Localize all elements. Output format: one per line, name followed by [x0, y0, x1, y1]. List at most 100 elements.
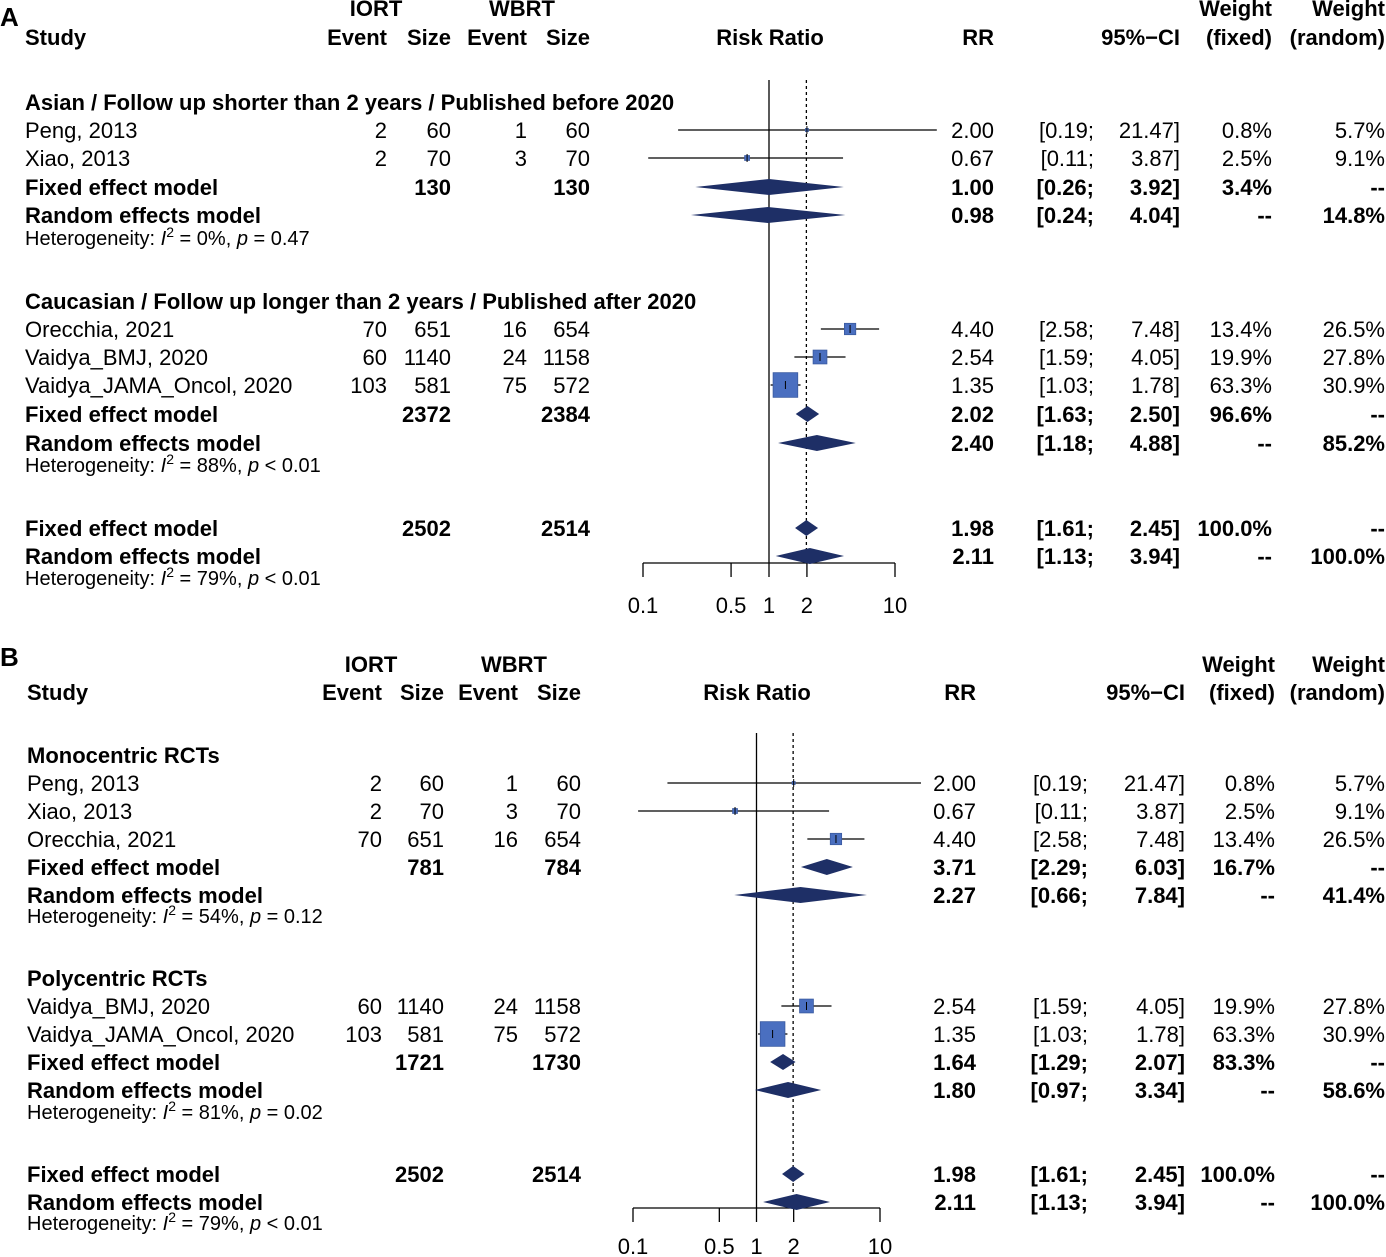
header-rr: RR [962, 25, 994, 50]
wbrt-size: 654 [544, 827, 581, 852]
header-weight-fixed-sub: (fixed) [1209, 680, 1275, 705]
header-risk-ratio: Risk Ratio [716, 25, 824, 50]
overall-random-effects-diamond [775, 548, 845, 564]
heterogeneity-sup: 2 [166, 224, 174, 240]
header-weight-random-sub: (random) [1290, 680, 1385, 705]
ci-upper: 4.04] [1130, 203, 1180, 228]
wbrt-size: 572 [544, 1022, 581, 1047]
rr-value: 2.54 [951, 345, 994, 370]
ci-lower: [1.59; [1039, 345, 1094, 370]
weight-fixed: 13.4% [1210, 317, 1272, 342]
wbrt-size: 60 [566, 118, 590, 143]
rr-value: 1.64 [933, 1050, 977, 1075]
ci-upper: 2.45] [1130, 516, 1180, 541]
subgroup-title: Caucasian / Follow up longer than 2 year… [25, 289, 696, 314]
heterogeneity-text: Heterogeneity: I2 = 79%, p < 0.01 [25, 564, 321, 590]
wbrt-events: 3 [515, 146, 527, 171]
fixed-effect-diamond [695, 179, 844, 195]
weight-random: -- [1370, 402, 1385, 427]
ci-upper: 7.84] [1135, 883, 1185, 908]
heterogeneity-value: = 79%, [176, 1213, 250, 1235]
ci-upper: 1.78] [1136, 1022, 1185, 1047]
subgroup-title: Monocentric RCTs [27, 743, 220, 768]
ci-upper: 3.94] [1130, 544, 1180, 569]
iort-size: 1140 [404, 345, 451, 370]
rr-value: 2.54 [933, 994, 976, 1019]
heterogeneity-pval: = 0.02 [261, 1102, 323, 1124]
rr-value: 1.98 [933, 1162, 976, 1187]
ci-upper: 2.45] [1135, 1162, 1185, 1187]
header-iort-size: Size [400, 680, 444, 705]
ci-lower: [0.11; [1035, 799, 1088, 824]
ci-lower: [0.66; [1031, 883, 1088, 908]
rr-value: 2.40 [951, 431, 994, 456]
ci-lower: [1.61; [1031, 1162, 1088, 1187]
heterogeneity-sup: 2 [168, 1098, 176, 1114]
weight-fixed: 100.0% [1200, 1162, 1275, 1187]
x-tick-label: 0.5 [716, 593, 747, 618]
heterogeneity-prefix: Heterogeneity: [25, 568, 161, 590]
subgroup-title: Asian / Follow up shorter than 2 years /… [25, 90, 674, 115]
overall-random-effects-label: Random effects model [27, 1190, 263, 1215]
weight-fixed: 2.5% [1222, 146, 1272, 171]
heterogeneity-prefix: Heterogeneity: [27, 906, 163, 928]
ci-upper: 4.05] [1131, 345, 1180, 370]
iort-size: 581 [414, 373, 451, 398]
rr-value: 2.00 [951, 118, 994, 143]
wbrt-size: 572 [553, 373, 590, 398]
ci-upper: 3.92] [1130, 175, 1180, 200]
fixed-effect-diamond [800, 859, 853, 875]
heterogeneity-i2: I [161, 455, 167, 477]
heterogeneity-p: p [247, 568, 259, 590]
rr-value: 1.98 [951, 516, 994, 541]
weight-random: 41.4% [1323, 883, 1385, 908]
heterogeneity-value: = 81%, [176, 1102, 250, 1124]
iort-size: 60 [427, 118, 451, 143]
study-name: Vaidya_JAMA_Oncol, 2020 [27, 1022, 294, 1047]
rr-value: 1.35 [933, 1022, 976, 1047]
weight-fixed: -- [1260, 1190, 1275, 1215]
header-iort: IORT [350, 0, 403, 21]
ci-lower: [1.03; [1033, 1022, 1088, 1047]
iort-events: 2 [370, 799, 382, 824]
rr-value: 4.40 [951, 317, 994, 342]
iort-total-size: 1721 [395, 1050, 444, 1075]
iort-events: 70 [363, 317, 387, 342]
iort-size: 60 [420, 771, 444, 796]
wbrt-size: 654 [553, 317, 590, 342]
ci-upper: 7.48] [1136, 827, 1185, 852]
overall-fixed-effect-label: Fixed effect model [27, 1162, 220, 1187]
iort-events: 2 [375, 118, 387, 143]
weight-fixed: 19.9% [1213, 994, 1275, 1019]
header-wbrt-event: Event [467, 25, 528, 50]
ci-upper: 4.05] [1136, 994, 1185, 1019]
ci-upper: 3.87] [1136, 799, 1185, 824]
weight-fixed: -- [1257, 203, 1272, 228]
heterogeneity-prefix: Heterogeneity: [25, 228, 161, 250]
x-tick-label: 0.1 [628, 593, 659, 618]
wbrt-events: 3 [506, 799, 518, 824]
heterogeneity-value: = 79%, [174, 568, 248, 590]
heterogeneity-i2: I [163, 1213, 169, 1235]
fixed-effect-diamond [795, 406, 820, 422]
ci-lower: [1.18; [1037, 431, 1094, 456]
header-iort-event: Event [327, 25, 388, 50]
heterogeneity-pval: = 0.12 [261, 906, 323, 928]
wbrt-size: 1158 [543, 345, 590, 370]
study-name: Vaidya_JAMA_Oncol, 2020 [25, 373, 292, 398]
ci-lower: [1.63; [1037, 402, 1094, 427]
weight-random: 26.5% [1323, 827, 1385, 852]
heterogeneity-prefix: Heterogeneity: [25, 455, 161, 477]
header-wbrt-event: Event [458, 680, 519, 705]
ci-upper: 7.48] [1131, 317, 1180, 342]
heterogeneity-pval: < 0.01 [261, 1213, 323, 1235]
wbrt-events: 1 [515, 118, 527, 143]
weight-fixed: 63.3% [1210, 373, 1272, 398]
study-name: Xiao, 2013 [25, 146, 130, 171]
weight-fixed: 96.6% [1210, 402, 1272, 427]
random-effects-diamond [690, 207, 846, 223]
rr-value: 2.11 [952, 544, 994, 569]
iort-events: 60 [358, 994, 382, 1019]
rr-value: 2.02 [951, 402, 994, 427]
